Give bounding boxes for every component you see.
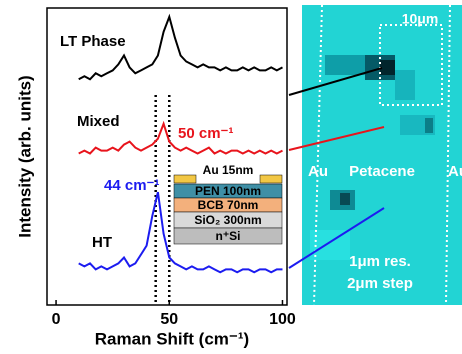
x-tick-label: 0 bbox=[52, 311, 61, 328]
map-pixel bbox=[395, 70, 415, 100]
series-label: LT Phase bbox=[60, 33, 126, 50]
series-label: HT bbox=[92, 234, 112, 251]
inset-label: n⁺Si bbox=[215, 229, 240, 243]
inset-label: Au 15nm bbox=[203, 163, 254, 177]
map-label: 10μm bbox=[402, 11, 439, 27]
map-label: Au bbox=[308, 163, 328, 180]
inset-label: BCB 70nm bbox=[198, 198, 259, 212]
map-pixel bbox=[425, 118, 433, 133]
figure: 10μm Au Petacene Au 1μm res. 2μm step 0 50 100 R… bbox=[0, 0, 462, 354]
x-tick-label: 50 bbox=[160, 311, 178, 328]
inset-layer bbox=[260, 175, 282, 183]
map-label: 1μm res. bbox=[349, 253, 411, 270]
x-tick-label: 100 bbox=[269, 311, 296, 328]
inset-label: PEN 100nm bbox=[195, 184, 261, 198]
raman-map: 10μm Au Petacene Au 1μm res. 2μm step bbox=[302, 5, 462, 305]
inset-layer bbox=[174, 175, 196, 183]
map-pixel bbox=[340, 193, 350, 205]
inset-label: SiO₂ 300nm bbox=[194, 213, 261, 227]
x-axis-label: Raman Shift (cm⁻¹) bbox=[95, 329, 249, 348]
plot-frame bbox=[47, 8, 287, 305]
map-pixel bbox=[380, 60, 395, 75]
map-label: Petacene bbox=[349, 163, 415, 180]
y-axis-label: Intensity (arb. units) bbox=[15, 75, 34, 237]
series-label: Mixed bbox=[77, 113, 120, 130]
reference-label: 50 cm⁻¹ bbox=[178, 125, 233, 142]
map-label: Au bbox=[448, 163, 462, 180]
reference-label: 44 cm⁻¹ bbox=[104, 177, 159, 194]
map-label: 2μm step bbox=[347, 275, 413, 292]
